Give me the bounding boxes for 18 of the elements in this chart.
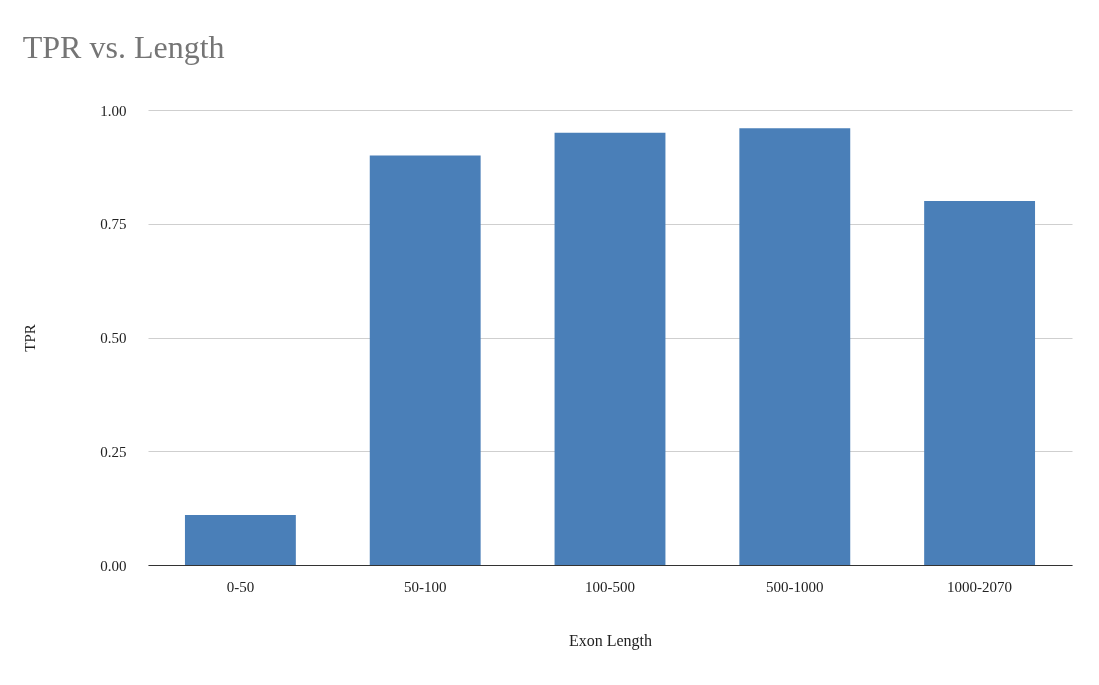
y-axis-title: TPR: [22, 324, 39, 352]
x-tick-label: 100-500: [585, 578, 635, 595]
x-tick-label: 1000-2070: [947, 578, 1013, 595]
x-tick-label: 500-1000: [766, 578, 824, 595]
y-tick-label: 0.25: [100, 443, 127, 460]
bar: [924, 201, 1036, 565]
bar: [739, 128, 851, 565]
y-tick-label: 0.50: [100, 330, 127, 346]
x-tick-label: 50-100: [403, 578, 447, 595]
y-tick-label: 0.75: [100, 216, 127, 233]
x-axis-title: Exon Length: [568, 631, 653, 650]
chart-title: TPR vs. Length: [22, 29, 225, 65]
x-tick-label: 0-50: [226, 578, 255, 595]
y-tick-label: 0.00: [100, 557, 127, 574]
y-tick-label: 1.00: [100, 102, 127, 119]
bar: [554, 132, 666, 565]
bar: [184, 514, 296, 565]
bar: [369, 155, 481, 565]
